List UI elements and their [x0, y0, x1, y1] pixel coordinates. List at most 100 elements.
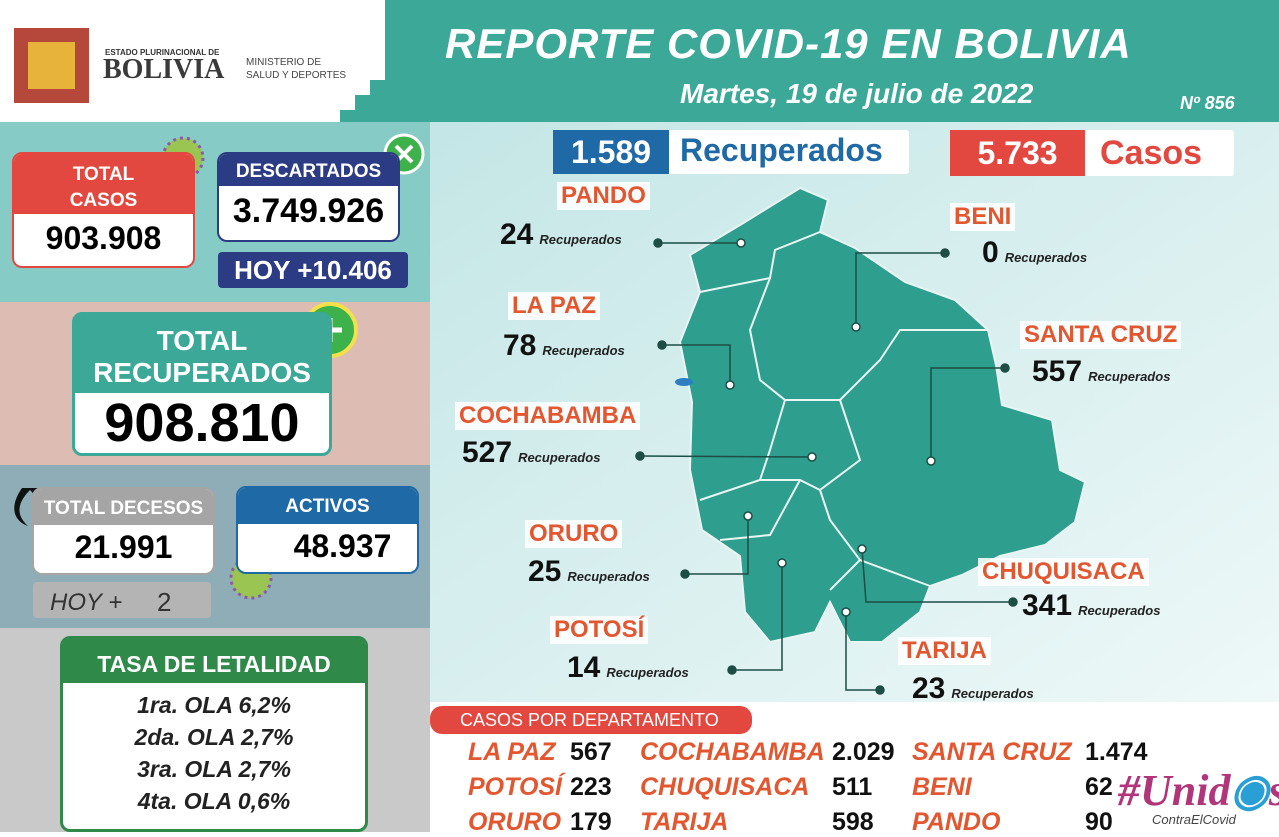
slogan-text: ◉	[1230, 766, 1269, 815]
card-label: ACTIVOS	[238, 488, 417, 524]
slogan-text: #Unid	[1118, 766, 1231, 815]
department-recovered: 14 Recuperados	[567, 651, 689, 685]
department-unit: Recuperados	[606, 665, 689, 680]
dept-cases: 2.029	[832, 738, 895, 766]
leader-dot	[841, 607, 851, 617]
dept-name: PANDO	[912, 808, 1001, 836]
card-value: 908.810	[104, 393, 300, 453]
dept-name: TARIJA	[640, 808, 729, 836]
title: REPORTE COVID-19 EN BOLIVIA	[445, 20, 1132, 67]
department-name: POTOSÍ	[550, 616, 649, 644]
card-label: TOTAL RECUPERADOS	[75, 315, 329, 393]
leader-dot	[635, 451, 645, 461]
leader-dot	[680, 569, 690, 579]
slogan-text: s	[1269, 766, 1279, 815]
leader-dot	[851, 322, 861, 332]
card-label: DESCARTADOS	[219, 154, 398, 186]
card-value: 903.908	[45, 220, 162, 256]
department-recovered: 341 Recuperados	[1022, 589, 1160, 623]
department-name: CHUQUISACA	[978, 558, 1149, 586]
card-value: 3.749.926	[232, 192, 385, 230]
leader-line	[639, 455, 813, 458]
descartados-today: HOY +10.406	[218, 252, 408, 288]
department-value: 0	[982, 236, 999, 269]
leader-line	[845, 612, 880, 691]
leader-dot	[1000, 363, 1010, 373]
card-value: 48.937	[293, 528, 392, 564]
date: Martes, 19 de julio de 2022	[680, 78, 1034, 109]
department-value: 78	[503, 329, 537, 362]
leader-dot	[727, 665, 737, 675]
department-unit: Recuperados	[542, 343, 625, 358]
decesos-today-bg	[33, 582, 211, 618]
card-label: TOTAL CASOS	[14, 154, 193, 214]
recuperados-value: 1.589	[553, 130, 669, 174]
department-unit: Recuperados	[539, 232, 622, 247]
dept-name: SANTA CRUZ	[912, 738, 1072, 766]
department-value: 23	[912, 672, 946, 705]
department-value: 24	[500, 218, 534, 251]
dept-name: LA PAZ	[468, 738, 556, 766]
recuperados-label: Recuperados	[680, 132, 883, 168]
letalidad-title: TASA DE LETALIDAD	[63, 639, 365, 683]
department-name: BENI	[950, 203, 1016, 231]
leader-line	[662, 344, 731, 385]
dept-cases: 567	[570, 738, 612, 766]
department-unit: Recuperados	[1088, 369, 1171, 384]
department-name: SANTA CRUZ	[1020, 321, 1182, 349]
department-unit: Recuperados	[567, 569, 650, 584]
leader-dot	[736, 238, 746, 248]
department-name: COCHABAMBA	[455, 402, 641, 430]
letalidad-row: 1ra. OLA 6,2%	[137, 692, 291, 718]
leader-dot	[857, 544, 867, 554]
letalidad-card: TASA DE LETALIDAD 1ra. OLA 6,2% 2da. OLA …	[60, 636, 368, 832]
department-recovered: 0 Recuperados	[982, 236, 1087, 270]
dept-name: POTOSÍ	[468, 773, 563, 801]
leader-dot	[725, 380, 735, 390]
department-value: 14	[567, 651, 601, 684]
department-value: 557	[1032, 355, 1083, 388]
letalidad-row: 3ra. OLA 2,7%	[137, 756, 291, 782]
department-value: 341	[1022, 589, 1073, 622]
slogan-sub: ContraElCovid	[1152, 812, 1236, 827]
casos-label: Casos	[1100, 134, 1203, 172]
department-recovered: 25 Recuperados	[528, 555, 650, 589]
department-name: ORURO	[525, 520, 623, 548]
leader-dot	[777, 558, 787, 568]
department-recovered: 78 Recuperados	[503, 329, 625, 363]
leader-line	[861, 548, 1013, 603]
letalidad-row: 4ta. OLA 0,6%	[137, 788, 291, 814]
department-unit: Recuperados	[1078, 603, 1161, 618]
dept-cases: 511	[832, 773, 873, 801]
dept-cases: 1.474	[1085, 738, 1148, 766]
total-casos-card: TOTAL CASOS 903.908	[12, 152, 195, 268]
decesos-today-value: 2	[157, 587, 172, 617]
department-name: TARIJA	[898, 637, 991, 665]
leader-dot	[940, 248, 950, 258]
descartados-card: DESCARTADOS 3.749.926	[217, 152, 400, 242]
department-recovered: 24 Recuperados	[500, 218, 622, 252]
letalidad-row: 2da. OLA 2,7%	[134, 724, 294, 750]
decesos-card: TOTAL DECESOS 21.991	[32, 487, 215, 575]
leader-line	[732, 563, 783, 671]
dept-cases: 90	[1085, 808, 1113, 836]
dept-cases: 179	[570, 808, 612, 836]
department-recovered: 557 Recuperados	[1032, 355, 1170, 389]
dept-cases: 598	[832, 808, 874, 836]
card-value: 21.991	[74, 529, 173, 565]
department-unit: Recuperados	[1004, 250, 1088, 265]
casos-value: 5.733	[950, 130, 1085, 176]
leader-dot	[653, 238, 663, 248]
dept-name: ORURO	[468, 808, 562, 836]
department-recovered: 527 Recuperados	[462, 436, 600, 470]
logo-ministry: SALUD Y DEPORTES	[246, 70, 347, 81]
department-recovered: 23 Recuperados	[912, 672, 1034, 706]
leader-dot	[926, 456, 936, 466]
leader-dot	[743, 511, 753, 521]
leader-dot	[657, 340, 667, 350]
logo-country: BOLIVIA	[103, 54, 225, 85]
dept-cases: 62	[1085, 773, 1113, 801]
department-name: PANDO	[557, 182, 650, 210]
leader-dot	[807, 452, 817, 462]
